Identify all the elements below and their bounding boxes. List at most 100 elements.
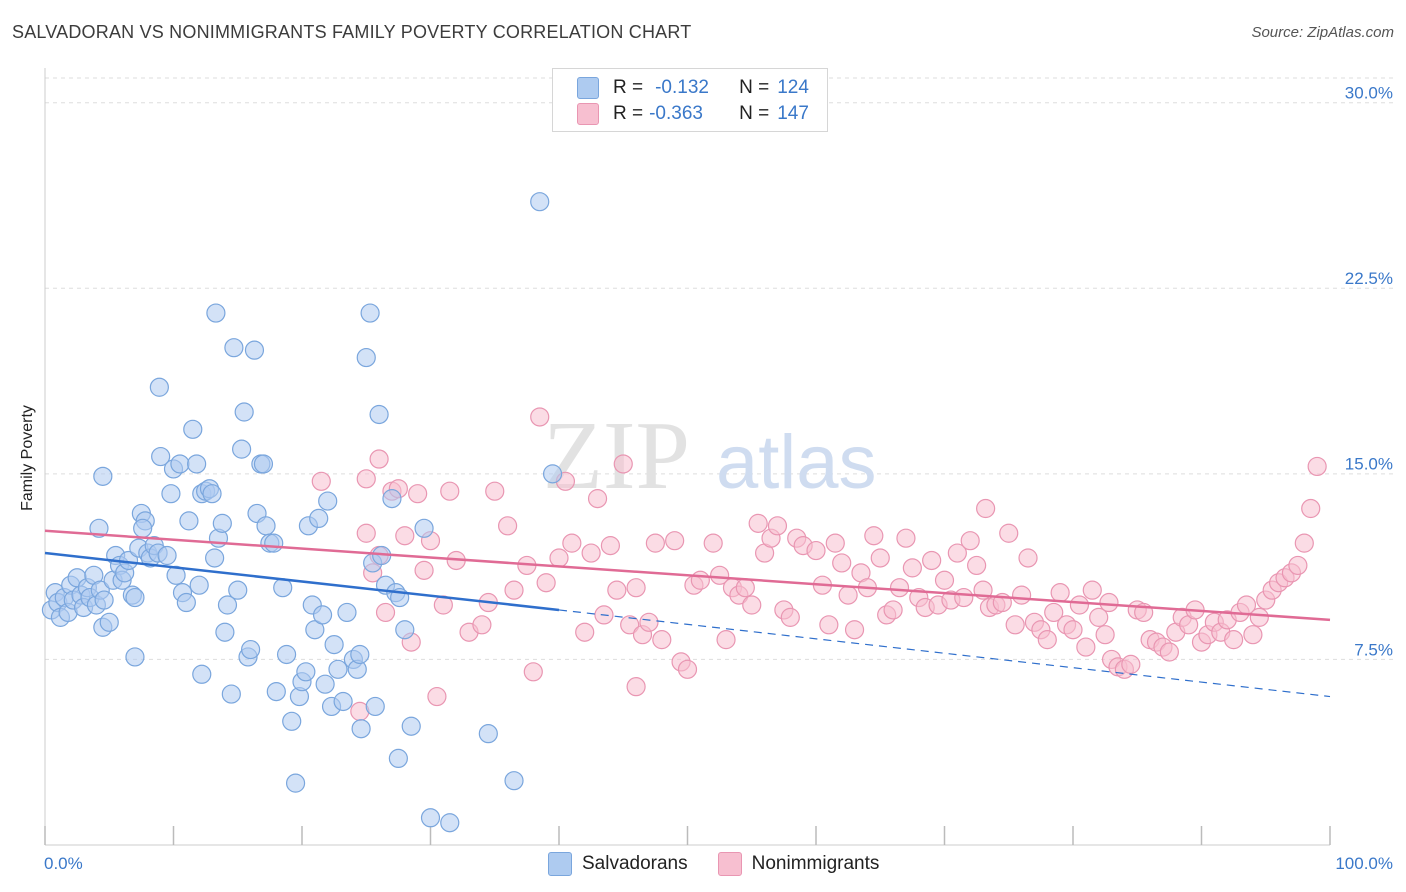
data-point-nonimmigrants xyxy=(1089,607,1109,627)
data-point-salvadorans xyxy=(312,605,333,625)
data-point-nonimmigrants xyxy=(1076,637,1096,657)
data-point-nonimmigrants xyxy=(665,531,685,551)
data-point-nonimmigrants xyxy=(748,513,768,533)
data-point-nonimmigrants xyxy=(1301,498,1321,519)
data-point-salvadorans xyxy=(318,491,338,511)
data-point-nonimmigrants xyxy=(530,407,550,427)
data-point-salvadorans xyxy=(328,659,348,679)
data-point-nonimmigrants xyxy=(883,600,903,620)
data-point-nonimmigrants xyxy=(819,615,839,635)
data-point-salvadorans xyxy=(244,340,265,360)
data-point-nonimmigrants xyxy=(1011,585,1032,605)
legend-item-salvadorans[interactable]: Salvadorans xyxy=(548,852,688,876)
data-point-salvadorans xyxy=(530,192,550,212)
data-point-nonimmigrants xyxy=(889,578,910,598)
data-point-nonimmigrants xyxy=(311,471,331,491)
data-point-nonimmigrants xyxy=(408,484,428,504)
data-point-salvadorans xyxy=(217,595,238,615)
data-point-nonimmigrants xyxy=(498,516,518,536)
data-point-nonimmigrants xyxy=(825,533,845,553)
data-point-nonimmigrants xyxy=(440,481,460,501)
data-point-nonimmigrants xyxy=(620,615,640,635)
legend-label: Nonimmigrants xyxy=(751,853,880,874)
data-point-salvadorans xyxy=(133,518,153,538)
data-point-nonimmigrants xyxy=(581,543,601,563)
data-point-salvadorans xyxy=(192,664,212,684)
data-point-salvadorans xyxy=(395,620,415,640)
n-value: 147 xyxy=(777,103,809,124)
data-point-salvadorans xyxy=(206,303,226,323)
data-point-salvadorans xyxy=(187,454,207,474)
trend-lines xyxy=(44,529,1331,698)
data-point-salvadorans xyxy=(234,402,254,422)
blue-swatch xyxy=(548,852,572,876)
y-tick-label: 30.0% xyxy=(1345,84,1393,103)
data-point-salvadorans xyxy=(93,466,113,486)
data-point-nonimmigrants xyxy=(1018,548,1038,568)
data-point-nonimmigrants xyxy=(954,587,974,608)
tick-labels: 7.5% 15.0% 22.5% 30.0% 0.0% 100.0% xyxy=(44,84,1393,873)
data-point-nonimmigrants xyxy=(864,526,884,546)
y-tick-label: 22.5% xyxy=(1345,269,1393,288)
data-point-salvadorans xyxy=(183,419,203,439)
data-point-salvadorans xyxy=(504,771,524,791)
data-point-nonimmigrants xyxy=(536,573,556,593)
series-nonimmigrants xyxy=(311,407,1327,721)
data-point-salvadorans xyxy=(157,545,177,566)
trend-line-nonimmigrants xyxy=(44,529,1331,622)
data-point-nonimmigrants xyxy=(375,602,396,623)
trend-line-salvadorans-extension xyxy=(558,609,1331,698)
data-point-salvadorans xyxy=(149,377,169,397)
data-point-nonimmigrants xyxy=(1069,595,1090,615)
data-point-salvadorans xyxy=(161,484,181,504)
axes xyxy=(44,68,1331,846)
data-point-nonimmigrants xyxy=(960,531,980,551)
n-label: N = xyxy=(739,103,770,124)
data-point-nonimmigrants xyxy=(677,659,698,679)
data-point-salvadorans xyxy=(253,454,274,474)
data-point-salvadorans xyxy=(151,446,171,467)
data-point-salvadorans xyxy=(232,439,252,459)
data-point-salvadorans xyxy=(228,580,248,600)
data-point-salvadorans xyxy=(202,484,222,504)
data-point-salvadorans xyxy=(478,724,498,744)
data-point-salvadorans xyxy=(256,516,276,536)
data-point-nonimmigrants xyxy=(1243,625,1263,645)
data-point-nonimmigrants xyxy=(1050,583,1070,603)
legend-row-nonimmigrants: R = -0.363 N = 147 xyxy=(577,103,809,125)
data-point-nonimmigrants xyxy=(976,498,996,519)
legend-item-nonimmigrants[interactable]: Nonimmigrants xyxy=(717,852,880,876)
data-point-salvadorans xyxy=(337,602,357,623)
data-point-nonimmigrants xyxy=(626,677,646,697)
data-point-salvadorans xyxy=(420,808,441,828)
data-point-nonimmigrants xyxy=(652,630,672,650)
data-point-nonimmigrants xyxy=(710,565,730,585)
data-point-salvadorans xyxy=(205,548,225,568)
r-label: R = xyxy=(613,103,644,124)
data-point-nonimmigrants xyxy=(523,662,543,682)
r-value: -0.132 xyxy=(655,77,709,98)
data-point-nonimmigrants xyxy=(1099,592,1119,613)
pink-swatch xyxy=(577,103,599,125)
data-point-nonimmigrants xyxy=(780,607,800,627)
data-point-nonimmigrants xyxy=(1063,620,1083,640)
data-point-nonimmigrants xyxy=(369,449,389,469)
blue-swatch xyxy=(577,77,599,99)
data-point-nonimmigrants xyxy=(600,536,621,556)
data-point-salvadorans xyxy=(273,578,293,598)
data-point-salvadorans xyxy=(276,644,297,665)
data-point-salvadorans xyxy=(315,674,335,694)
x-tick-label: 100.0% xyxy=(1335,854,1393,873)
x-tick-label: 0.0% xyxy=(44,854,83,873)
stats-legend: R = -0.132 N = 124 R = -0.363 N = 147 xyxy=(552,68,828,132)
data-point-nonimmigrants xyxy=(1037,630,1057,650)
data-point-nonimmigrants xyxy=(395,526,415,546)
data-point-salvadorans xyxy=(324,634,344,655)
y-tick-label: 15.0% xyxy=(1345,455,1393,474)
data-point-nonimmigrants xyxy=(607,580,627,600)
data-point-salvadorans xyxy=(296,662,316,682)
data-point-nonimmigrants xyxy=(645,533,665,553)
data-point-salvadorans xyxy=(356,347,376,368)
data-point-nonimmigrants xyxy=(1095,625,1115,645)
